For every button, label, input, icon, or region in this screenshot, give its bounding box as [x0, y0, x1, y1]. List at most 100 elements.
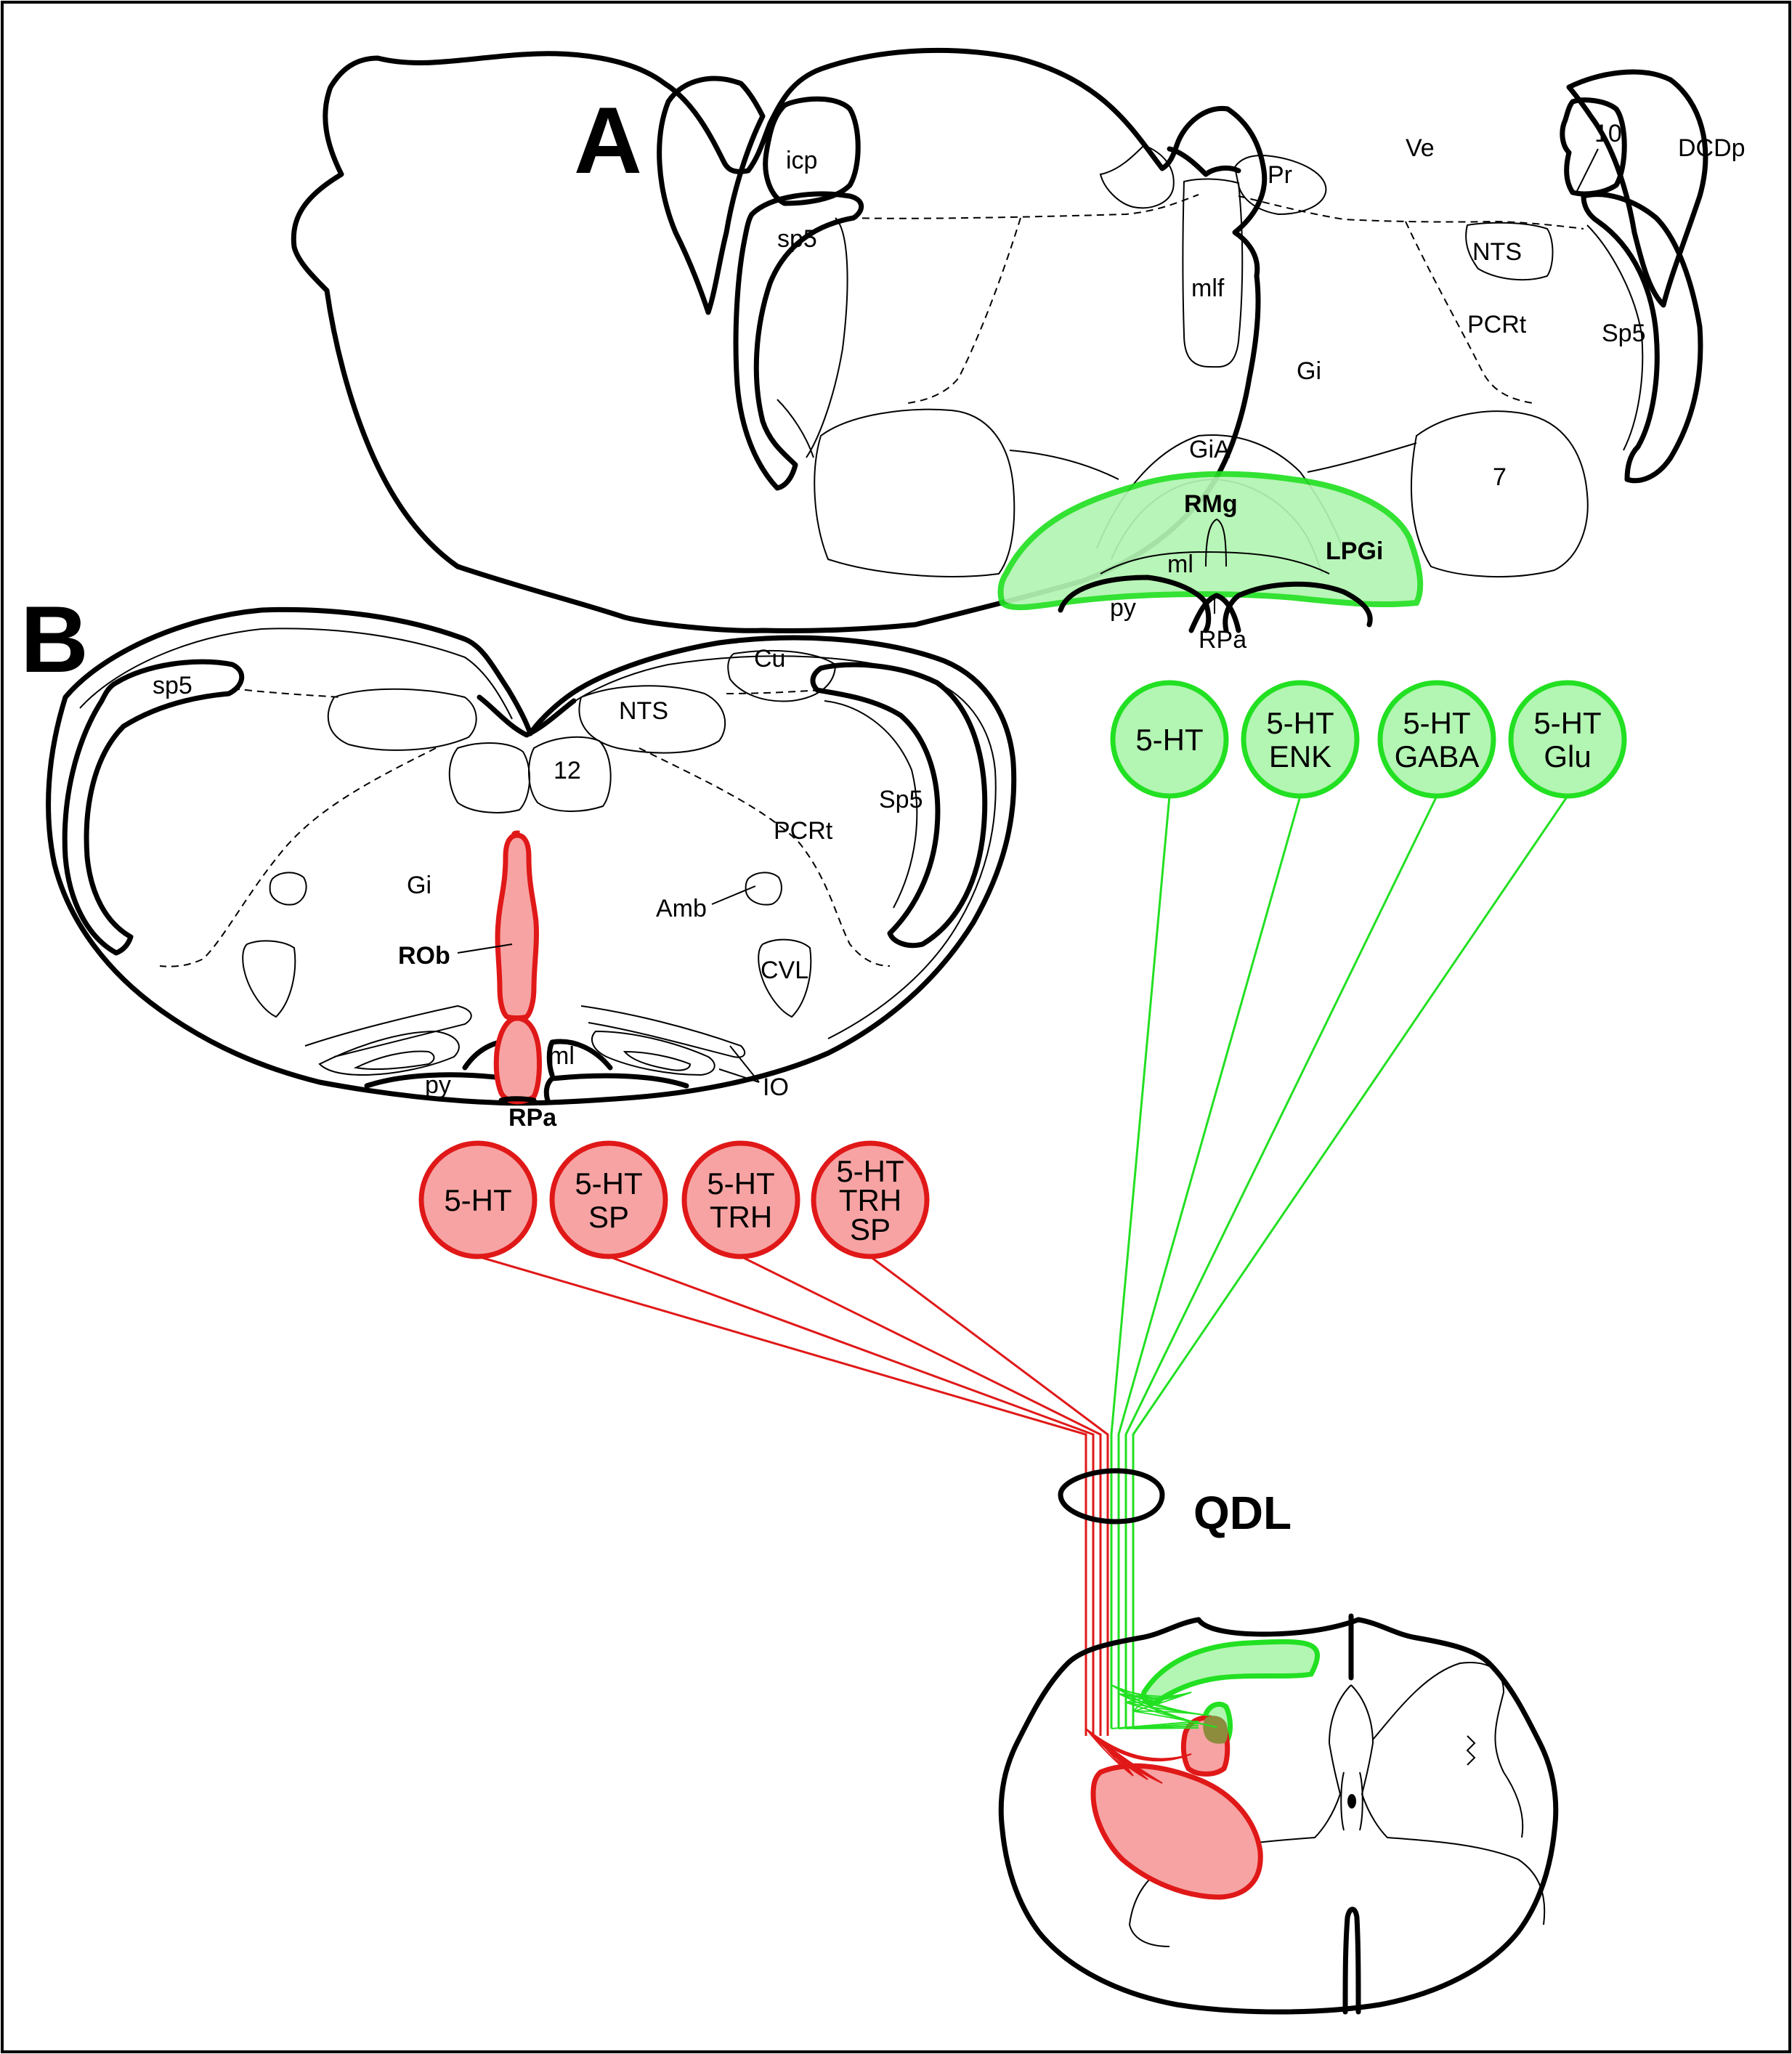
label-sp5-b: sp5 — [153, 672, 192, 699]
left-small-nucleus — [269, 872, 307, 906]
facial-nucleus — [1411, 410, 1589, 578]
green-branch-4-2 — [1132, 1692, 1192, 1712]
label-ml-b: ml — [548, 1042, 575, 1070]
red-neuron-circle-3-line-1: 5-HT — [707, 1166, 774, 1201]
green-branch-4-3 — [1132, 1710, 1210, 1716]
label-mlf: mlf — [1191, 275, 1225, 302]
left-flap — [657, 76, 766, 315]
sp5-nucleus-inner — [824, 700, 918, 909]
label-ml-a: ml — [1167, 551, 1193, 578]
amb-pointer — [711, 885, 756, 905]
section-b-outline — [46, 606, 1017, 1106]
green-branch-4-1 — [1132, 1698, 1163, 1712]
dorsal-horn-right — [1372, 1662, 1524, 1838]
spinal-cord-outline — [998, 1617, 1559, 2015]
left-ventrolateral-region — [242, 940, 296, 1018]
green-neuron-circle-4-line-2: Glu — [1544, 739, 1591, 774]
qdl-ring-back — [1058, 1468, 1165, 1495]
sp5-tract-right — [1581, 192, 1703, 484]
green-neuron-circle-4-line-1: 5-HT — [1533, 706, 1601, 740]
ventral-horn-red — [1090, 1763, 1263, 1900]
label-cu: Cu — [754, 645, 785, 673]
dashed-boundary-top-b — [232, 688, 822, 698]
hypoglossal-left — [448, 742, 531, 813]
overlap-region — [1203, 1716, 1228, 1744]
red-neuron-circle-2-line-2: SP — [588, 1200, 629, 1234]
inferior-olive-left — [304, 1004, 472, 1076]
green-projection-line-1 — [1110, 795, 1171, 1729]
rob-pointer — [457, 943, 513, 954]
cvl-region — [758, 938, 812, 1018]
green-terminal-branches — [1111, 1684, 1217, 1729]
section-a-outline — [291, 47, 1268, 634]
red-projection-line-3 — [740, 1255, 1102, 1736]
label-12: 12 — [554, 757, 581, 784]
dorsal-horn-right-inner — [1466, 1735, 1476, 1766]
dcdp-region — [1566, 69, 1708, 308]
green-neuron-circle-1 — [1110, 680, 1229, 799]
red-neuron-circle-4-line-2: TRH — [839, 1183, 901, 1217]
green-projection-line-4 — [1132, 795, 1569, 1729]
rpa-red-region — [493, 1015, 542, 1105]
ventral-notch-b — [498, 1096, 537, 1103]
midline-a — [1205, 518, 1227, 567]
label-py-a: py — [1110, 594, 1136, 622]
label-io: IO — [763, 1073, 789, 1101]
red-neuron-circle-1-line-1: 5-HT — [444, 1183, 511, 1217]
section-a-inner-lines — [777, 217, 1644, 458]
red-projection-line-2 — [608, 1255, 1095, 1736]
pr-region-right — [1233, 154, 1327, 216]
label-gi-b: Gi — [407, 872, 431, 899]
dashed-boundary-right-b — [638, 747, 891, 967]
red-neuron-circle-4-line-3: SP — [850, 1212, 891, 1246]
green-projection-line-3 — [1124, 795, 1438, 1729]
label-nts-a: NTS — [1472, 238, 1522, 266]
dorsal-motor-vagus — [1560, 97, 1627, 197]
central-canal — [1347, 1794, 1356, 1809]
left-dorsal-nucleus-b — [327, 688, 477, 751]
label-sp5-nucleus-a: Sp5 — [1602, 320, 1646, 347]
label-pcrt-b: PCRt — [774, 817, 833, 845]
label-gia: GiA — [1189, 436, 1231, 463]
mlf-region — [1182, 178, 1244, 368]
gray-matter — [1128, 1684, 1546, 1947]
red-neuron-circle-3-line-2: TRH — [710, 1200, 772, 1234]
gi-boundary-right — [1405, 221, 1533, 404]
green-projections — [1110, 795, 1569, 1729]
red-projection-line-4 — [869, 1255, 1109, 1736]
green-neuron-circle-4 — [1508, 680, 1627, 799]
green-neuron-circle-1-line-1: 5-HT — [1135, 723, 1203, 757]
red-neuron-circle-3 — [681, 1140, 800, 1259]
icp-region — [763, 96, 861, 206]
green-branch-main-1 — [1111, 1721, 1199, 1729]
label-sp5-nucleus-b: Sp5 — [879, 786, 923, 813]
dorsal-roots — [1196, 1617, 1361, 1637]
label-icp: icp — [786, 147, 817, 174]
left-ventral-nucleus — [814, 408, 1015, 577]
label-rmg: RMg — [1184, 490, 1238, 518]
red-branch-4-4 — [1107, 1745, 1192, 1762]
label-sp5-a: sp5 — [777, 225, 817, 253]
amb-nucleus — [745, 872, 782, 906]
red-branch-4-3 — [1107, 1745, 1163, 1784]
hypoglossal-nucleus — [528, 736, 612, 812]
dorsal-horn-green — [1140, 1639, 1321, 1706]
ventral-midline-a — [1188, 593, 1241, 633]
label-pcrt-a: PCRt — [1467, 311, 1527, 338]
red-neuron-circle-2 — [549, 1140, 668, 1259]
qdl-ring-front — [1058, 1494, 1165, 1525]
panel-a-label: A — [574, 87, 642, 193]
label-rpa-a: RPa — [1199, 626, 1246, 654]
qdl-label: QDL — [1193, 1487, 1292, 1539]
red-neuron-circle-4 — [811, 1140, 930, 1259]
label-pr: Pr — [1268, 161, 1292, 189]
sp5-tract-left — [733, 191, 864, 491]
rob-red-top — [495, 832, 539, 1020]
spinal-cord-section — [998, 1613, 1559, 2015]
label-rpa-b: RPa — [508, 1104, 557, 1132]
red-projections — [477, 1255, 1109, 1736]
label-gi-a: Gi — [1297, 357, 1321, 385]
cu-region — [727, 649, 837, 702]
label-dcdp: DCDp — [1678, 134, 1746, 162]
